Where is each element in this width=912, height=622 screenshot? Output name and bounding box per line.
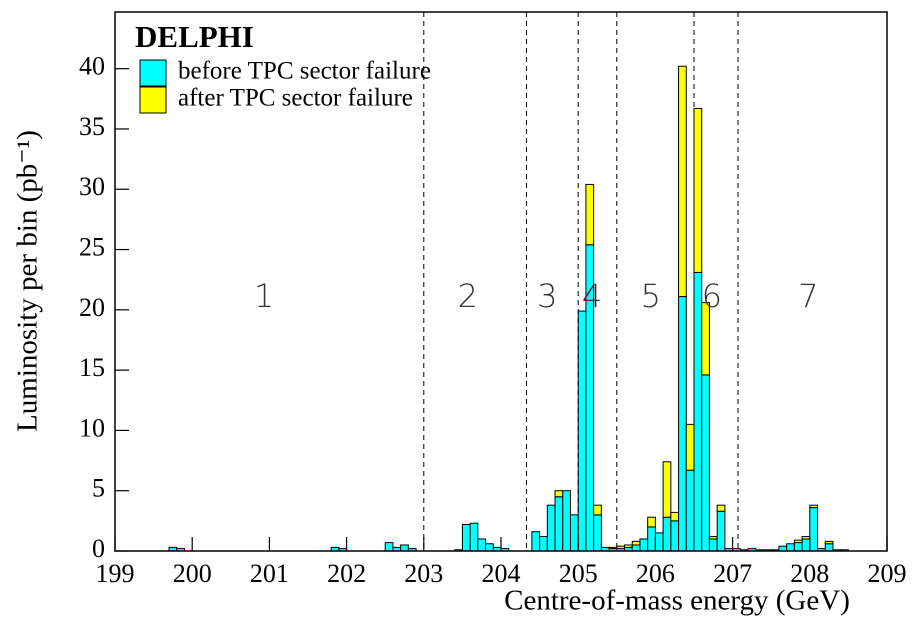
legend-swatch	[139, 59, 167, 87]
bar	[716, 504, 726, 512]
region-label: 7	[798, 277, 818, 315]
bar	[593, 514, 602, 552]
bar	[585, 183, 595, 246]
bar	[384, 542, 394, 552]
x-tick-label: 204	[482, 559, 521, 588]
y-axis-label: Luminosity per bin (pb⁻¹)	[12, 130, 44, 432]
bar	[701, 302, 710, 376]
bar	[824, 543, 834, 552]
x-tick-label: 203	[404, 559, 443, 588]
bar	[678, 65, 687, 298]
y-tick-label: 5	[92, 474, 105, 503]
y-tick-label: 20	[79, 293, 105, 322]
bar	[693, 271, 703, 552]
x-tick-label: 208	[790, 559, 829, 588]
bar	[569, 514, 579, 552]
x-tick-label: 201	[250, 559, 289, 588]
x-tick-label: 207	[713, 559, 752, 588]
bar	[608, 546, 618, 550]
x-tick-label: 206	[636, 559, 675, 588]
bar	[562, 490, 571, 552]
bar	[786, 543, 795, 552]
bar	[708, 538, 718, 552]
bar	[670, 520, 680, 552]
bar	[554, 496, 564, 552]
y-tick-label: 30	[79, 172, 105, 201]
region-label: 2	[458, 277, 478, 315]
bar	[546, 504, 556, 552]
bar	[531, 531, 541, 552]
bar	[716, 510, 726, 552]
bar	[701, 374, 710, 552]
bar	[631, 544, 641, 552]
region-label: 5	[641, 277, 661, 315]
region-label: 3	[537, 277, 557, 315]
bar	[593, 504, 602, 516]
y-tick-label: 0	[92, 534, 105, 563]
bar	[577, 310, 587, 552]
bar	[801, 536, 811, 540]
y-tick-label: 25	[79, 233, 105, 262]
y-tick-label: 15	[79, 353, 105, 382]
bar	[647, 516, 656, 528]
bar	[400, 544, 409, 552]
bar	[654, 532, 664, 552]
legend-label: after TPC sector failure	[178, 85, 413, 112]
bar	[554, 490, 564, 498]
x-tick-label: 200	[173, 559, 212, 588]
bar	[631, 540, 641, 546]
legend-title: DELPHI	[135, 19, 254, 54]
bar	[639, 538, 649, 552]
x-tick-label: 199	[96, 559, 135, 588]
y-tick-label: 10	[79, 413, 105, 442]
bar	[670, 511, 680, 522]
bar	[624, 544, 633, 548]
region-label: 1	[254, 277, 274, 315]
bar	[461, 523, 471, 552]
bar	[469, 522, 479, 552]
bar	[801, 538, 811, 552]
bar	[616, 545, 626, 550]
bar	[678, 296, 687, 552]
y-tick-label: 40	[79, 52, 105, 81]
y-tick-label: 35	[79, 112, 105, 141]
legend-swatch	[139, 86, 167, 114]
bar	[708, 536, 718, 540]
bar	[685, 469, 695, 552]
bar	[809, 504, 819, 509]
bar	[485, 543, 494, 552]
x-tick-label: 202	[327, 559, 366, 588]
region-label: 6	[702, 277, 722, 315]
x-tick-label: 209	[868, 559, 907, 588]
legend-label: before TPC sector failure	[178, 58, 431, 85]
region-label: 4	[582, 277, 602, 315]
bar	[539, 536, 548, 552]
bar	[809, 507, 819, 552]
bar	[477, 538, 487, 552]
bar	[662, 516, 672, 552]
bar	[824, 540, 834, 545]
bar	[793, 542, 803, 552]
bar	[647, 526, 656, 552]
x-tick-label: 205	[559, 559, 598, 588]
bar	[693, 107, 703, 273]
bar	[685, 423, 695, 471]
x-axis-label: Centre-of-mass energy (GeV)	[504, 585, 850, 617]
bar	[793, 539, 803, 544]
bar	[662, 461, 672, 518]
